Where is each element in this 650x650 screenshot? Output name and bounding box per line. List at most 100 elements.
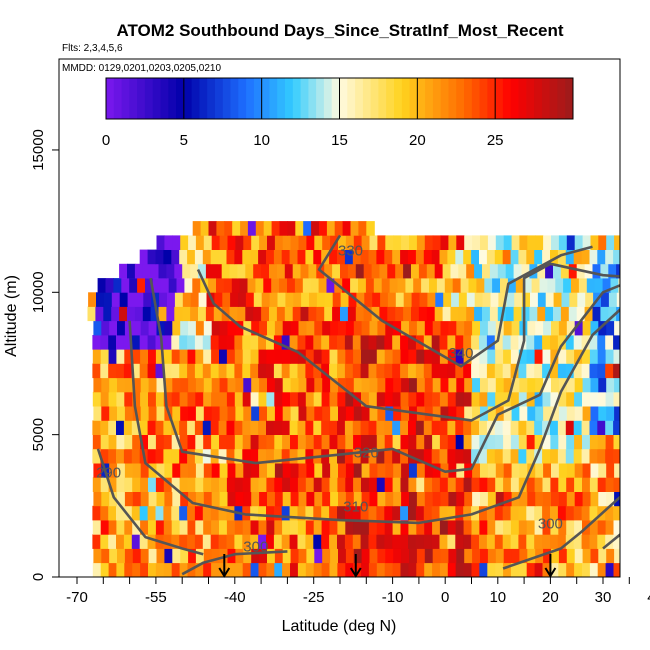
heatmap-cell <box>221 263 231 279</box>
heatmap-cell <box>322 406 331 421</box>
heatmap-cell <box>226 363 235 379</box>
heatmap-cell <box>455 420 464 435</box>
heatmap-cell <box>605 477 615 492</box>
heatmap-cell <box>605 534 614 549</box>
heatmap-cell <box>432 349 441 364</box>
heatmap-cell <box>258 434 267 450</box>
heatmap-cell <box>347 306 357 322</box>
flight-arrow-layer <box>218 554 557 578</box>
heatmap-cell <box>297 335 306 350</box>
heatmap-cell <box>468 278 477 293</box>
heatmap-cell <box>368 249 377 265</box>
heatmap-cell <box>392 505 401 521</box>
heatmap-cell <box>597 335 606 350</box>
heatmap-cell <box>423 448 433 464</box>
colorbar-swatch <box>121 78 130 119</box>
heatmap-cell <box>139 505 149 521</box>
heatmap-cell <box>344 420 354 435</box>
heatmap-cell <box>416 491 426 507</box>
heatmap-cell <box>456 377 465 393</box>
heatmap-cell <box>584 306 594 322</box>
heatmap-cell <box>297 505 306 521</box>
heatmap-cell <box>582 349 591 364</box>
heatmap-cell <box>494 505 504 521</box>
heatmap-cell <box>321 349 331 364</box>
heatmap-cell <box>455 249 464 265</box>
heatmap-cell <box>368 391 378 407</box>
heatmap-cell <box>409 491 418 507</box>
heatmap-cell <box>498 292 507 307</box>
heatmap-cell <box>557 448 567 464</box>
heatmap-cell <box>416 548 426 564</box>
heatmap-cell <box>140 562 149 577</box>
heatmap-cell <box>589 420 598 435</box>
heatmap-cell <box>416 377 426 393</box>
heatmap-cell <box>195 491 205 507</box>
heatmap-cell <box>179 249 188 265</box>
heatmap-cell <box>210 249 220 265</box>
heatmap-cell <box>376 505 385 521</box>
heatmap-cell <box>605 420 614 435</box>
heatmap-cell <box>510 448 520 464</box>
heatmap-cell <box>282 434 291 450</box>
heatmap-cell <box>550 534 559 549</box>
heatmap-cell <box>363 263 373 279</box>
heatmap-cell <box>156 491 165 507</box>
heatmap-cell <box>558 463 568 478</box>
heatmap-cell <box>458 306 467 322</box>
heatmap-cell <box>542 520 551 535</box>
heatmap-cell <box>255 278 264 293</box>
heatmap-cell <box>471 335 480 350</box>
heatmap-cell <box>255 221 265 236</box>
heatmap-cell <box>613 391 620 407</box>
heatmap-cell <box>211 434 220 450</box>
heatmap-cell <box>534 534 543 549</box>
heatmap-cell <box>147 420 157 435</box>
heatmap-cell <box>297 249 306 265</box>
heatmap-cell <box>440 548 449 564</box>
heatmap-cell <box>116 434 125 450</box>
heatmap-cell <box>400 335 409 350</box>
heatmap-cell <box>510 391 520 407</box>
heatmap-cell <box>305 249 314 265</box>
heatmap-cell <box>116 520 125 535</box>
heatmap-cell <box>439 448 448 464</box>
heatmap-cell <box>565 249 575 265</box>
heatmap-cell <box>314 235 323 250</box>
heatmap-cell <box>250 505 259 521</box>
heatmap-cell <box>124 463 134 478</box>
heatmap-cell <box>142 306 152 322</box>
heatmap-cell <box>127 306 136 322</box>
heatmap-cell <box>360 363 370 379</box>
heatmap-cell <box>250 448 259 464</box>
heatmap-cell <box>497 263 507 279</box>
heatmap-cell <box>281 363 291 379</box>
heatmap-cell <box>486 534 496 549</box>
heatmap-cell <box>518 520 528 535</box>
heatmap-cell <box>352 363 362 379</box>
heatmap-cell <box>534 335 543 350</box>
heatmap-cell <box>148 434 157 450</box>
heatmap-cell <box>530 292 539 307</box>
heatmap-cell <box>297 420 306 435</box>
heatmap-cell <box>463 335 472 350</box>
heatmap-cell <box>392 477 402 492</box>
heatmap-cell <box>606 406 615 421</box>
heatmap-cell <box>314 548 323 564</box>
heatmap-cell <box>590 548 599 564</box>
heatmap-cell <box>592 306 601 322</box>
heatmap-cell <box>276 263 286 279</box>
heatmap-cell <box>535 377 544 393</box>
heatmap-cell <box>511 548 521 564</box>
heatmap-cell <box>401 463 410 478</box>
heatmap-cell <box>231 278 241 293</box>
x-tick-label: 40 <box>647 589 650 606</box>
heatmap-cell <box>119 292 129 307</box>
heatmap-cell <box>455 505 464 521</box>
heatmap-cell <box>135 292 144 307</box>
heatmap-cell <box>368 477 378 492</box>
heatmap-cell <box>282 320 292 336</box>
colorbar-swatch <box>386 78 395 119</box>
heatmap-cell <box>305 349 315 364</box>
